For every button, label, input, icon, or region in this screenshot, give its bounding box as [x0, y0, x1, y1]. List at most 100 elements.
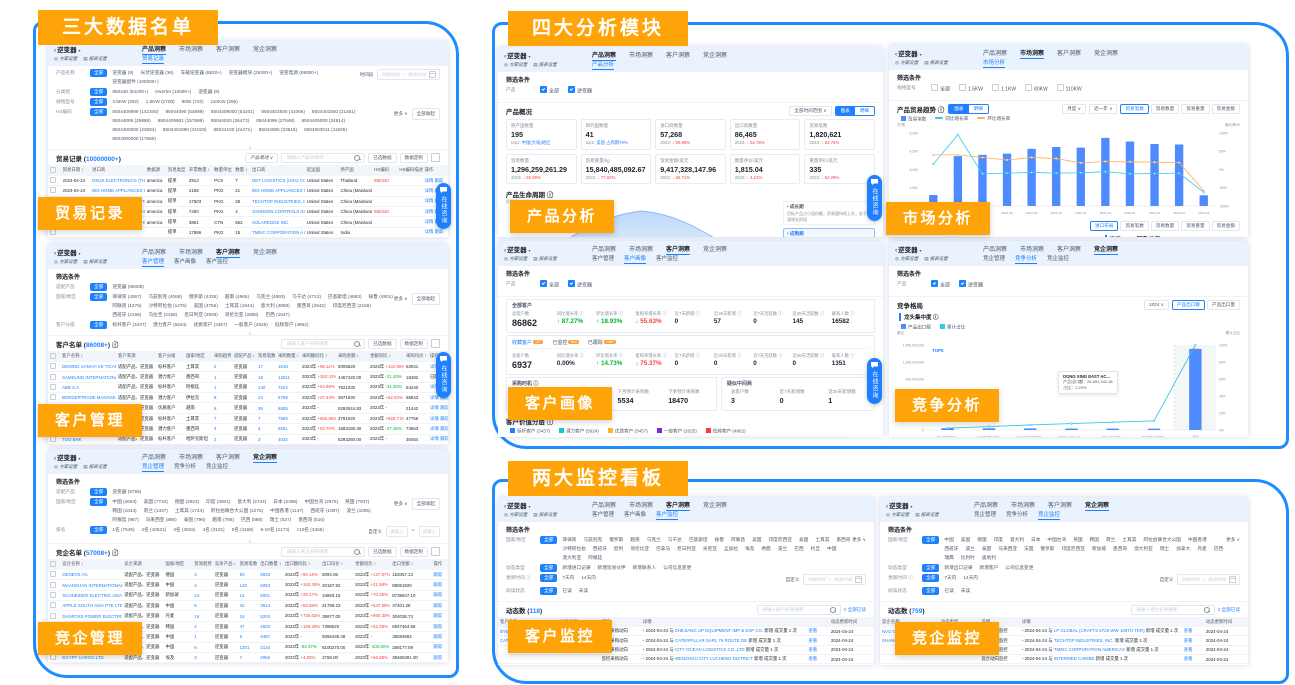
- link[interactable]: 140: [258, 384, 266, 390]
- link[interactable]: DSUS ELECTRONICS (THAILAND) PUBLIC: [92, 178, 145, 184]
- filter-chip[interactable]: 阿联酋: [731, 537, 746, 542]
- link[interactable]: 查看: [808, 628, 818, 634]
- filter-chip[interactable]: 新加坡: [1091, 545, 1107, 551]
- column-header[interactable]: 采购金额 ↕: [336, 350, 368, 362]
- back-product[interactable]: ‹逆变器 ▾: [54, 250, 81, 257]
- link[interactable]: 5: [239, 634, 243, 640]
- tab[interactable]: 市场洞察: [629, 502, 654, 509]
- link[interactable]: 详情 跟踪: [430, 436, 448, 442]
- consult-widget[interactable]: 在线咨询: [436, 352, 451, 398]
- column-header[interactable]: 贸易趋势: [192, 558, 213, 570]
- filter-chip[interactable]: 瑞士: [1159, 545, 1170, 551]
- filter-chip[interactable]: 14天内: [581, 574, 596, 580]
- filter-chip[interactable]: 印度尼西亚: [1061, 545, 1085, 551]
- column-header[interactable]: 竞企来源: [122, 558, 164, 570]
- filter-all[interactable]: 全部: [90, 498, 108, 506]
- link[interactable]: 美国 占周期79%: [596, 140, 628, 145]
- expand-icon[interactable]: [431, 153, 440, 163]
- link[interactable]: 4: [194, 572, 197, 578]
- link[interactable]: 2: [214, 364, 217, 370]
- column-header[interactable]: HS编码: [372, 164, 398, 176]
- link[interactable]: 查看: [808, 646, 818, 652]
- filter-chip[interactable]: 英国: [1073, 537, 1083, 542]
- link[interactable]: 6: [214, 405, 217, 411]
- search-input[interactable]: 请输入客户名称搜索: [281, 338, 366, 349]
- tab[interactable]: 已跟踪 1982: [587, 340, 617, 346]
- tab[interactable]: 客户洞察: [1057, 50, 1082, 57]
- filter-chip[interactable]: 公司信息变更: [1005, 564, 1034, 570]
- column-header[interactable]: 开票数量 ↕: [186, 164, 213, 176]
- link[interactable]: 3514: [260, 603, 271, 609]
- column-header[interactable]: 操作: [431, 558, 448, 570]
- link[interactable]: 16: [194, 613, 200, 619]
- data-custom-button[interactable]: 数据定制: [399, 338, 428, 349]
- plan-setting[interactable]: ◎ 方案设置: [886, 512, 910, 517]
- date-range-input[interactable]: 开始时间 ~ 结束时间: [377, 69, 440, 80]
- tab[interactable]: 竞企监控: [1047, 256, 1070, 262]
- collapse-all-button[interactable]: 全部收起: [411, 293, 440, 305]
- filter-chip[interactable]: 车载逆变器 (8820+): [180, 70, 222, 75]
- column-header[interactable]: 金额同比 ↕: [353, 558, 391, 570]
- filter-chip[interactable]: 土耳其: [1122, 537, 1137, 542]
- rank-min-input[interactable]: 请输入: [386, 525, 408, 537]
- metric-button[interactable]: 产品出口量: [1207, 300, 1240, 310]
- row-checkbox[interactable]: [50, 363, 56, 370]
- select-all-checkbox[interactable]: [48, 164, 61, 176]
- column-header[interactable]: 贸易类型: [165, 164, 187, 176]
- period-select[interactable]: 月度 ∨: [1062, 104, 1087, 114]
- filter-chip[interactable]: 越南: [630, 537, 640, 542]
- filter-all[interactable]: 全部: [90, 320, 108, 329]
- tab[interactable]: 客户洞察: [1048, 502, 1073, 509]
- filter-chip[interactable]: 印度尼西亚 (2168): [332, 302, 371, 308]
- filter-chip[interactable]: 乌克兰 (4893): [256, 294, 285, 299]
- link[interactable]: 86008+: [85, 341, 108, 349]
- filter-chip[interactable]: 泰国 (796): [183, 516, 206, 522]
- link[interactable]: 4: [194, 582, 197, 588]
- filter-chip[interactable]: 低频客户 (4862): [274, 321, 309, 327]
- filter-chip[interactable]: 英国 (7937): [345, 499, 370, 504]
- rank-max-input[interactable]: 请输入: [418, 525, 440, 537]
- filter-chip[interactable]: 意大利 (2744): [237, 499, 267, 504]
- mark-all-read[interactable]: ≡ 全部已读: [843, 606, 866, 612]
- more-link[interactable]: 更多 ∨: [1226, 537, 1240, 542]
- more-link[interactable]: 更多 ∨: [393, 296, 408, 301]
- filter-chip[interactable]: 澳大利亚: [1134, 545, 1153, 551]
- select-all-checkbox[interactable]: [48, 558, 61, 570]
- link[interactable]: 6001: [260, 592, 271, 598]
- checkbox-option[interactable]: 110KW: [1056, 84, 1082, 94]
- filter-chip[interactable]: 印度: [993, 537, 1003, 542]
- back-product[interactable]: ‹逆变器 ▾: [895, 247, 922, 254]
- column-header[interactable]: 数量 ↕: [233, 164, 251, 176]
- filter-chip[interactable]: 秘鲁 (4801): [368, 294, 393, 299]
- link[interactable]: BIG HOME APPLIANCES CORPORATION: [252, 188, 305, 194]
- link[interactable]: 跟踪: [433, 582, 443, 588]
- link[interactable]: TECHTOP INDUSTRIES, INC.: [1053, 637, 1114, 643]
- checkbox-option[interactable]: 逆变器: [959, 280, 983, 290]
- tab[interactable]: 产品洞察: [592, 50, 617, 61]
- link[interactable]: 140: [239, 582, 247, 588]
- filter-chip[interactable]: 波兰: [965, 545, 975, 551]
- filter-all[interactable]: 全部: [90, 107, 108, 116]
- filter-chip[interactable]: 新增客户: [979, 564, 999, 570]
- column-header[interactable]: 采购额同比 ↕: [300, 350, 336, 362]
- tab[interactable]: 产品洞察: [592, 246, 617, 253]
- filter-chip[interactable]: 智利: [613, 545, 624, 551]
- filter-chip[interactable]: 哥伦比亚: [630, 545, 650, 551]
- link[interactable]: 7522: [278, 384, 288, 390]
- link[interactable]: 6769: [278, 395, 288, 401]
- tab[interactable]: 客户洞察: [216, 454, 241, 461]
- filter-chip[interactable]: 乌干达 (4713): [292, 294, 321, 299]
- tab[interactable]: 客户监控: [656, 256, 679, 262]
- filter-chip[interactable]: 85044090 (54889): [165, 108, 204, 114]
- column-header[interactable]: 采购数量 ↕: [276, 350, 300, 362]
- filter-chip[interactable]: 西班牙: [592, 545, 607, 551]
- link[interactable]: 5203: [260, 613, 271, 619]
- plan-setting[interactable]: ◎ 方案设置: [54, 259, 78, 264]
- column-header[interactable]: 竞企名称: [880, 616, 939, 627]
- tab[interactable]: 竞企洞察: [1085, 500, 1110, 511]
- data-custom-button[interactable]: 数据定制: [399, 152, 428, 163]
- plan-setting[interactable]: ◎ 方案设置: [504, 512, 528, 517]
- column-header[interactable]: 客户分级: [156, 350, 184, 362]
- tab[interactable]: 产品洞察: [983, 246, 1008, 253]
- filter-chip[interactable]: 墨西哥: [836, 537, 851, 542]
